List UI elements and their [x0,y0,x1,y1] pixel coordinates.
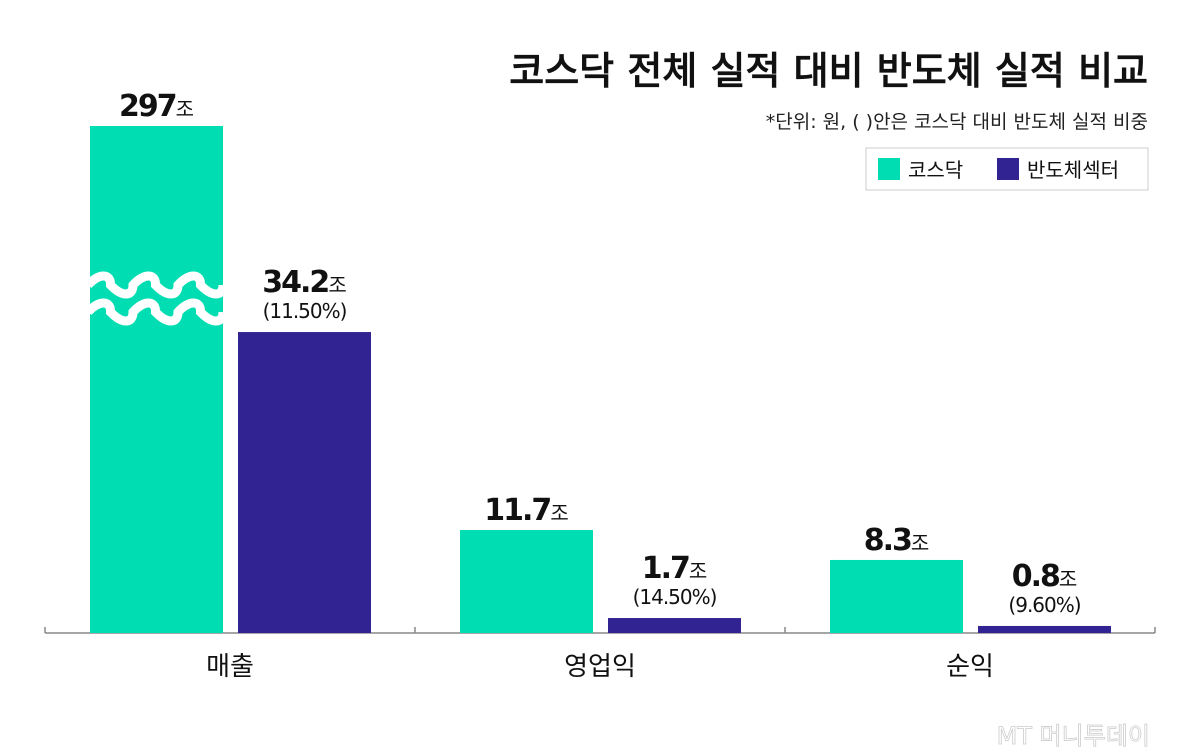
share-label: (11.50%) [263,299,347,323]
bar-semiconductor [238,332,371,633]
legend-swatch-kosdaq [878,158,900,180]
value-label: 11.7조 [484,493,568,528]
axis-break-wave [84,271,228,299]
bar-semiconductor [978,625,1111,633]
value-label: 0.8조 [1012,559,1078,594]
chart-title: 코스닥 전체 실적 대비 반도체 실적 비교 [509,49,1148,93]
legend-label-semiconductor: 반도체섹터 [1027,158,1119,182]
share-label: (14.50%) [633,585,717,609]
value-label: 8.3조 [864,523,930,558]
legend: 코스닥 반도체섹터 [865,147,1149,191]
category-label: 순익 [946,652,994,682]
bar-semiconductor [608,618,741,633]
value-label: 297조 [119,89,194,124]
bar-kosdaq [460,530,593,633]
chart-subtitle: *단위: 원, ( )안은 코스닥 대비 반도체 실적 비중 [766,111,1148,133]
bar-kosdaq [90,126,223,633]
bar-kosdaq [830,559,963,633]
legend-label-kosdaq: 코스닥 [908,158,963,182]
legend-swatch-semiconductor [997,158,1019,180]
watermark: MT 머니투데이 [997,722,1150,750]
share-label: (9.60%) [1008,593,1080,617]
value-label: 34.2조 [262,265,346,300]
value-label: 1.7조 [642,551,708,586]
category-label: 영업익 [564,652,636,682]
category-label: 매출 [206,652,254,682]
axis-break-wave [84,298,228,326]
